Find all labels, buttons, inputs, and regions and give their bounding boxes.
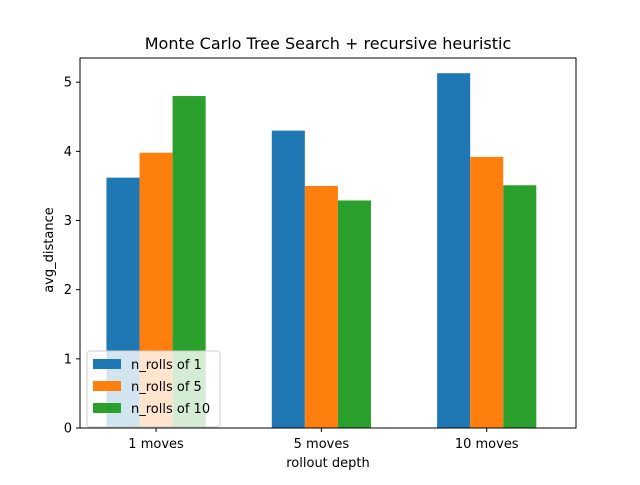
legend-swatch-3	[93, 403, 121, 413]
y-tick-label: 5	[64, 76, 72, 91]
bar-series-3-3	[503, 185, 537, 428]
y-tick-label: 4	[64, 145, 72, 160]
bar-series-3-2	[337, 200, 371, 428]
x-tick-label: 5 moves	[294, 437, 350, 452]
legend-swatch-2	[93, 381, 121, 391]
y-axis-ticks: 0 1 2 3 4 5	[64, 76, 80, 437]
x-axis-ticks: 1 moves 5 moves 10 moves	[128, 428, 519, 452]
legend-swatch-1	[93, 359, 121, 369]
legend-label-3: n_rolls of 10	[131, 402, 210, 417]
x-tick-label: 10 moves	[455, 437, 519, 452]
chart-title: Monte Carlo Tree Search + recursive heur…	[145, 34, 512, 53]
x-tick-label: 1 moves	[128, 437, 184, 452]
bar-series-1-3	[437, 73, 471, 428]
legend-label-1: n_rolls of 1	[131, 358, 202, 373]
x-axis-label: rollout depth	[286, 456, 370, 471]
y-axis-label: avg_distance	[42, 207, 57, 293]
bar-series-2-2	[304, 185, 338, 428]
y-tick-label: 3	[64, 214, 72, 229]
legend: n_rolls of 1 n_rolls of 5 n_rolls of 10	[86, 350, 221, 428]
bar-series-1-2	[271, 130, 305, 428]
y-tick-label: 2	[64, 283, 72, 298]
bar-series-2-3	[470, 156, 504, 428]
y-tick-label: 0	[64, 422, 72, 437]
plot-area-frame	[79, 57, 577, 429]
y-tick-label: 1	[64, 352, 72, 367]
legend-label-2: n_rolls of 5	[131, 380, 202, 395]
